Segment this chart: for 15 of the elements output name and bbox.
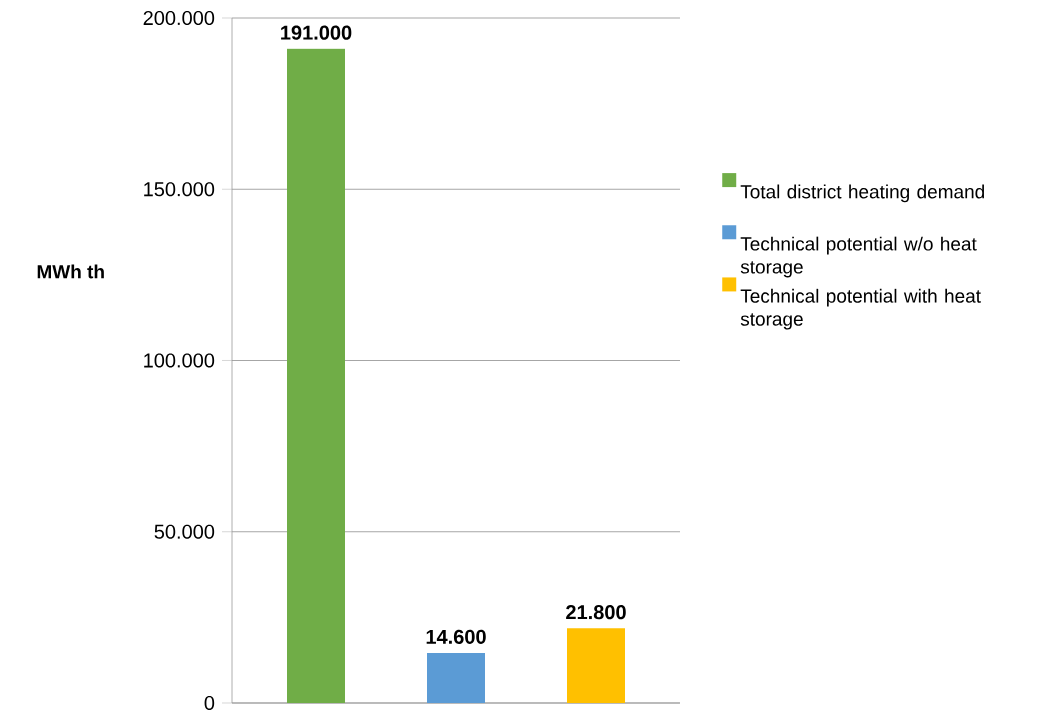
y-tick-label: 100.000 — [144, 353, 215, 368]
bar — [287, 48, 345, 704]
y-tick-label: 200.000 — [143, 11, 215, 26]
data-label: 191.000 — [281, 25, 352, 40]
legend-label: Total district heating demand — [740, 184, 984, 203]
legend-label: Technical potential w/o heat storage — [740, 236, 977, 278]
legend-label: Technical potential with heat storage — [740, 288, 981, 330]
y-tick-label: 50.000 — [154, 524, 215, 539]
data-label: 21.800 — [566, 605, 626, 620]
y-tick-label: 0 — [204, 696, 215, 711]
bar — [567, 628, 625, 704]
data-label: 14.600 — [426, 629, 486, 645]
y-axis-title: MWh th — [37, 264, 104, 279]
y-tick-label: 150.000 — [144, 182, 215, 197]
bar — [427, 653, 485, 704]
